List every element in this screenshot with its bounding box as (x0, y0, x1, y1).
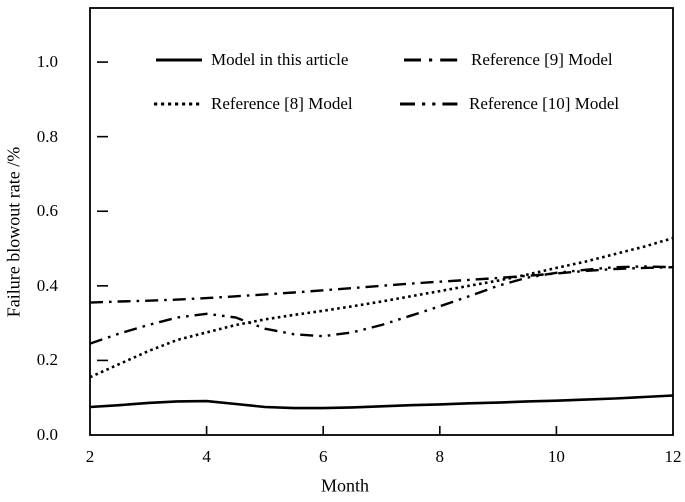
y-tick-label: 0.0 (36, 425, 58, 444)
x-tick-label: 2 (85, 447, 95, 466)
y-tick-label: 0.6 (36, 201, 58, 221)
x-axis-title: Month (320, 475, 370, 496)
series-line-reference-10 (89, 265, 674, 345)
series-line-reference-8 (89, 236, 674, 379)
series-line-reference-9 (89, 266, 674, 304)
y-tick-label: 0.2 (36, 350, 58, 370)
series-line-article-model (89, 394, 674, 410)
x-tick-label: 4 (202, 447, 211, 466)
x-tick-label: 8 (435, 447, 445, 466)
plot-border (89, 7, 674, 436)
x-tick-label: 12 (664, 447, 682, 466)
x-tick-label: 6 (318, 447, 328, 466)
y-axis-title: Failure blowout rate /% (3, 146, 24, 318)
y-tick-label: 1.0 (36, 52, 58, 72)
y-tick-label: 0.8 (36, 126, 58, 146)
y-tick-label: 0.4 (36, 275, 58, 295)
x-tick-label: 10 (547, 447, 565, 466)
